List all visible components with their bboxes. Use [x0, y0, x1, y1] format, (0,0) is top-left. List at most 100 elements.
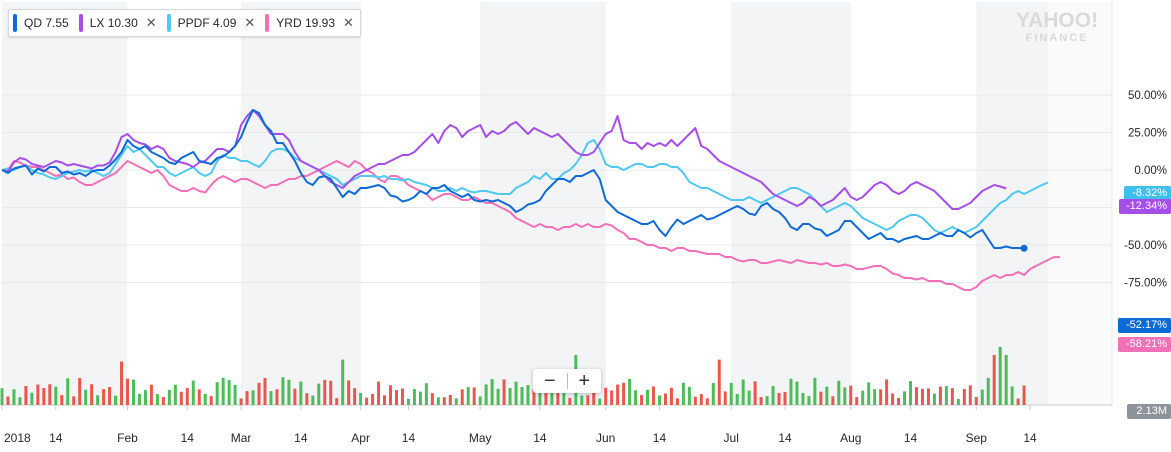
volume-bar: [956, 398, 960, 405]
x-tick-label: 14: [904, 431, 918, 445]
volume-bar: [920, 388, 924, 405]
legend-item-qd[interactable]: QD 7.55: [9, 10, 75, 36]
zoom-in-button[interactable]: +: [578, 370, 591, 392]
end-label-yrd: -58.21%: [1118, 337, 1171, 352]
volume-bar: [251, 390, 255, 405]
volume-bar: [711, 382, 715, 405]
volume-bar: [861, 390, 865, 405]
close-icon[interactable]: ✕: [145, 15, 157, 30]
legend-price: 10.30: [107, 16, 138, 30]
volume-bar: [389, 385, 393, 405]
volume-bar: [699, 394, 703, 405]
volume-bar: [759, 397, 763, 405]
x-tick-label: 14: [533, 431, 547, 445]
volume-bar: [287, 379, 291, 405]
volume-bar: [765, 396, 769, 405]
volume-bar: [221, 377, 225, 405]
volume-bar: [269, 391, 273, 405]
volume-bar: [90, 384, 94, 405]
volume-bar: [777, 392, 781, 405]
volume-bar: [843, 387, 847, 405]
x-tick-label: 14: [49, 431, 63, 445]
volume-bar: [400, 388, 404, 405]
volume-bar: [926, 388, 930, 405]
volume-bar: [950, 388, 954, 405]
legend-item-lx[interactable]: LX 10.30 ✕: [75, 10, 163, 36]
zoom-out-button[interactable]: −: [543, 370, 556, 392]
volume-bar: [885, 379, 889, 405]
x-tick-label: Sep: [966, 431, 988, 445]
close-icon[interactable]: ✕: [244, 15, 256, 30]
end-label-ppdf: -8.32%: [1124, 186, 1171, 201]
legend-price: 4.09: [213, 16, 237, 30]
volume-bar: [430, 393, 434, 405]
volume-bar: [771, 386, 775, 405]
legend-item-ppdf[interactable]: PPDF 4.09 ✕: [163, 10, 262, 36]
volume-bar: [1010, 386, 1014, 405]
volume-bar: [795, 381, 799, 405]
x-tick-label: 14: [402, 431, 416, 445]
volume-bar: [753, 381, 757, 405]
legend-item-yrd[interactable]: YRD 19.93 ✕: [261, 10, 360, 36]
volume-bar: [179, 391, 183, 405]
volume-bar: [932, 393, 936, 405]
volume-bar: [120, 361, 124, 405]
watermark-line2: FINANCE: [1025, 32, 1089, 44]
volume-bar: [185, 388, 189, 405]
volume-bar: [640, 395, 644, 405]
volume-bar: [323, 379, 327, 405]
volume-bar: [729, 382, 733, 405]
volume-bar: [275, 389, 279, 405]
volume-bar: [496, 388, 500, 405]
volume-bar: [114, 395, 118, 405]
volume-bar: [460, 389, 464, 405]
volume-bar: [586, 395, 590, 405]
volume-bar: [245, 391, 249, 405]
volume-bar: [634, 390, 638, 405]
close-icon[interactable]: ✕: [343, 15, 354, 30]
volume-bar: [675, 398, 679, 405]
volume-bar: [365, 397, 369, 405]
volume-bar: [532, 389, 536, 405]
volume-bar: [233, 384, 237, 405]
x-tick-label: Apr: [351, 431, 370, 445]
volume-bar: [191, 380, 195, 405]
volume-bar: [30, 392, 34, 405]
volume-bar: [693, 396, 697, 405]
volume-bars: [0, 347, 1026, 405]
volume-bar: [610, 390, 614, 405]
volume-bar: [891, 393, 895, 405]
x-tick-label: 14: [294, 431, 308, 445]
volume-bar: [394, 390, 398, 405]
x-tick-label: 14: [1023, 431, 1037, 445]
volume-bar: [36, 384, 40, 405]
volume-bar: [42, 388, 46, 405]
month-band: [976, 2, 1048, 405]
y-tick-label: -50.00%: [1124, 240, 1167, 252]
volume-bar: [592, 387, 596, 405]
volume-bar: [96, 395, 100, 405]
legend-symbol: YRD: [276, 16, 302, 30]
volume-bar: [873, 389, 877, 405]
volume-bar: [508, 388, 512, 405]
volume-bar: [359, 392, 363, 405]
volume-bar: [54, 386, 58, 405]
y-tick-label: 0.00%: [1134, 165, 1167, 177]
volume-bar: [938, 386, 942, 405]
series-line-ppdf: [1, 139, 1049, 234]
yahoo-finance-watermark: YAHOO! FINANCE: [1016, 10, 1098, 44]
volume-bar: [293, 388, 297, 405]
volume-bar: [998, 347, 1002, 405]
x-tick-label: Feb: [117, 431, 138, 445]
volume-bar: [915, 387, 919, 405]
x-tick-label: Jun: [596, 431, 615, 445]
volume-bar: [299, 381, 303, 405]
volume-bar: [974, 397, 978, 405]
volume-bar: [490, 379, 494, 405]
volume-bar: [84, 389, 88, 405]
volume-bar: [652, 386, 656, 405]
volume-bar: [687, 386, 691, 405]
volume-bar: [317, 383, 321, 405]
series-color-swatch: [78, 14, 83, 32]
